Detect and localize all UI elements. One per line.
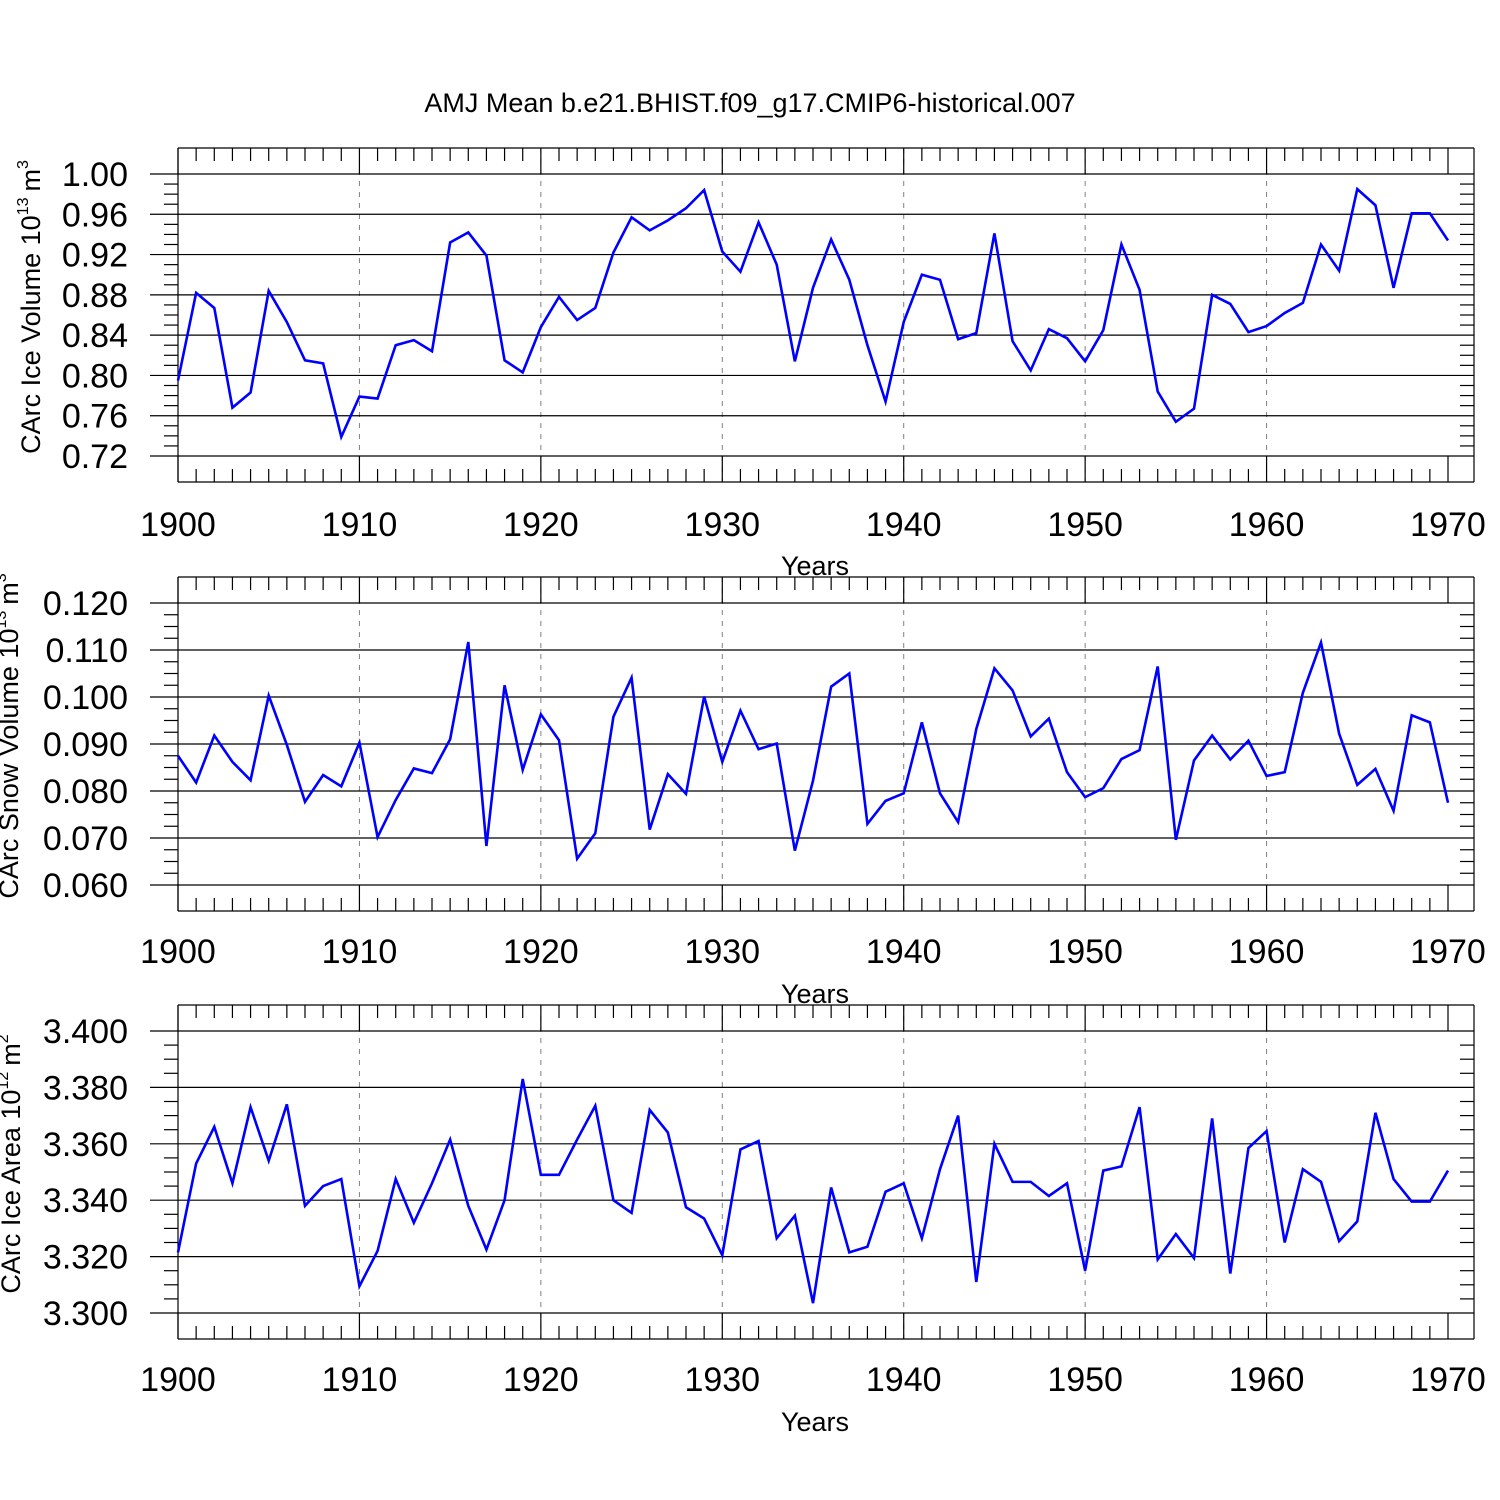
x-tick-label: 1960 xyxy=(1229,1361,1305,1399)
y-tick-label: 0.070 xyxy=(43,820,128,858)
y-tick-label: 0.96 xyxy=(62,196,128,234)
panel-1: 0.720.760.800.840.880.920.961.00 1900 1910… xyxy=(15,147,1486,581)
x-tick-label: 1960 xyxy=(1229,933,1305,971)
panel-2: 0.060 0.070 0.080 0.090 0.100 0.110 0.120 1900 1… xyxy=(0,573,1486,1009)
series-line xyxy=(176,186,1450,441)
x-tick-label: 1950 xyxy=(1047,933,1123,971)
y-axis-title-unit: m xyxy=(16,169,46,192)
y-axis-title-unit-exponent: 3 xyxy=(0,573,10,582)
x-axis-title: Years xyxy=(781,979,849,1009)
y-axis-title-text: CArc Ice Area 10 xyxy=(0,1090,26,1294)
y-axis-title-exponent: 13 xyxy=(0,611,10,629)
x-tick-label: 1910 xyxy=(322,506,398,544)
y-axis-title: CArc Snow Volume 1013 m3 xyxy=(0,573,24,898)
x-tick-label: 1970 xyxy=(1410,1361,1486,1399)
y-tick-label: 0.80 xyxy=(62,357,128,395)
chart-title: AMJ Mean b.e21.BHIST.f09_g17.CMIP6-histo… xyxy=(424,88,1075,118)
y-axis-title-unit: m xyxy=(0,582,24,605)
y-axis-title-text: CArc Snow Volume 10 xyxy=(0,629,24,899)
y-tick-label: 0.72 xyxy=(62,438,128,476)
y-tick-label: 0.92 xyxy=(62,237,128,275)
y-tick-label: 1.00 xyxy=(62,156,128,194)
y-tick-label: 0.080 xyxy=(43,773,128,811)
y-tick-label: 0.84 xyxy=(62,317,128,355)
panel-3: 3.300 3.320 3.340 3.360 3.380 3.400 1900 1910 19… xyxy=(0,1004,1486,1437)
y-tick-label: 3.400 xyxy=(43,1013,128,1051)
y-tick-label: 0.88 xyxy=(62,277,128,315)
x-tick-label: 1900 xyxy=(140,933,216,971)
x-axis-title: Years xyxy=(781,551,849,581)
y-tick-label: 0.100 xyxy=(43,679,128,717)
x-tick-label: 1960 xyxy=(1229,506,1305,544)
y-axis-title: CArc Ice Volume 1013 m3 xyxy=(15,160,46,454)
y-axis-title-text: CArc Ice Volume 10 xyxy=(16,215,46,454)
x-tick-label: 1900 xyxy=(140,1361,216,1399)
y-axis-title-unit-exponent: 3 xyxy=(15,160,32,169)
y-tick-label: 3.340 xyxy=(43,1182,128,1220)
x-tick-label: 1950 xyxy=(1047,506,1123,544)
x-tick-label: 1910 xyxy=(322,933,398,971)
y-axis-title-unit: m xyxy=(0,1043,26,1066)
x-tick-label: 1950 xyxy=(1047,1361,1123,1399)
y-tick-label: 3.360 xyxy=(43,1126,128,1164)
y-axis-title-unit-exponent: 2 xyxy=(0,1034,12,1043)
y-tick-label: 3.320 xyxy=(43,1239,128,1277)
x-tick-label: 1940 xyxy=(866,506,942,544)
x-tick-label: 1970 xyxy=(1410,506,1486,544)
x-tick-label: 1970 xyxy=(1410,933,1486,971)
y-tick-label: 3.380 xyxy=(43,1069,128,1107)
y-axis-title-exponent: 12 xyxy=(0,1072,12,1090)
y-tick-label: 0.76 xyxy=(62,398,128,436)
x-tick-label: 1920 xyxy=(503,506,579,544)
series-line xyxy=(176,1078,1450,1304)
x-tick-label: 1930 xyxy=(684,933,760,971)
y-tick-label: 0.120 xyxy=(43,585,128,623)
y-axis-title-exponent: 13 xyxy=(15,197,32,215)
y-axis-title: CArc Ice Area 1012 m2 xyxy=(0,1034,26,1293)
y-tick-label: 3.300 xyxy=(43,1295,128,1333)
series-line xyxy=(176,637,1450,863)
x-tick-label: 1920 xyxy=(503,1361,579,1399)
x-tick-label: 1910 xyxy=(322,1361,398,1399)
y-tick-label: 0.090 xyxy=(43,726,128,764)
x-tick-label: 1930 xyxy=(684,1361,760,1399)
x-tick-label: 1920 xyxy=(503,933,579,971)
y-tick-label: 0.060 xyxy=(43,867,128,905)
x-axis-title: Years xyxy=(781,1407,849,1437)
x-tick-label: 1930 xyxy=(684,506,760,544)
x-tick-label: 1940 xyxy=(866,933,942,971)
x-tick-label: 1900 xyxy=(140,506,216,544)
y-tick-label: 0.110 xyxy=(45,632,128,670)
x-tick-label: 1940 xyxy=(866,1361,942,1399)
